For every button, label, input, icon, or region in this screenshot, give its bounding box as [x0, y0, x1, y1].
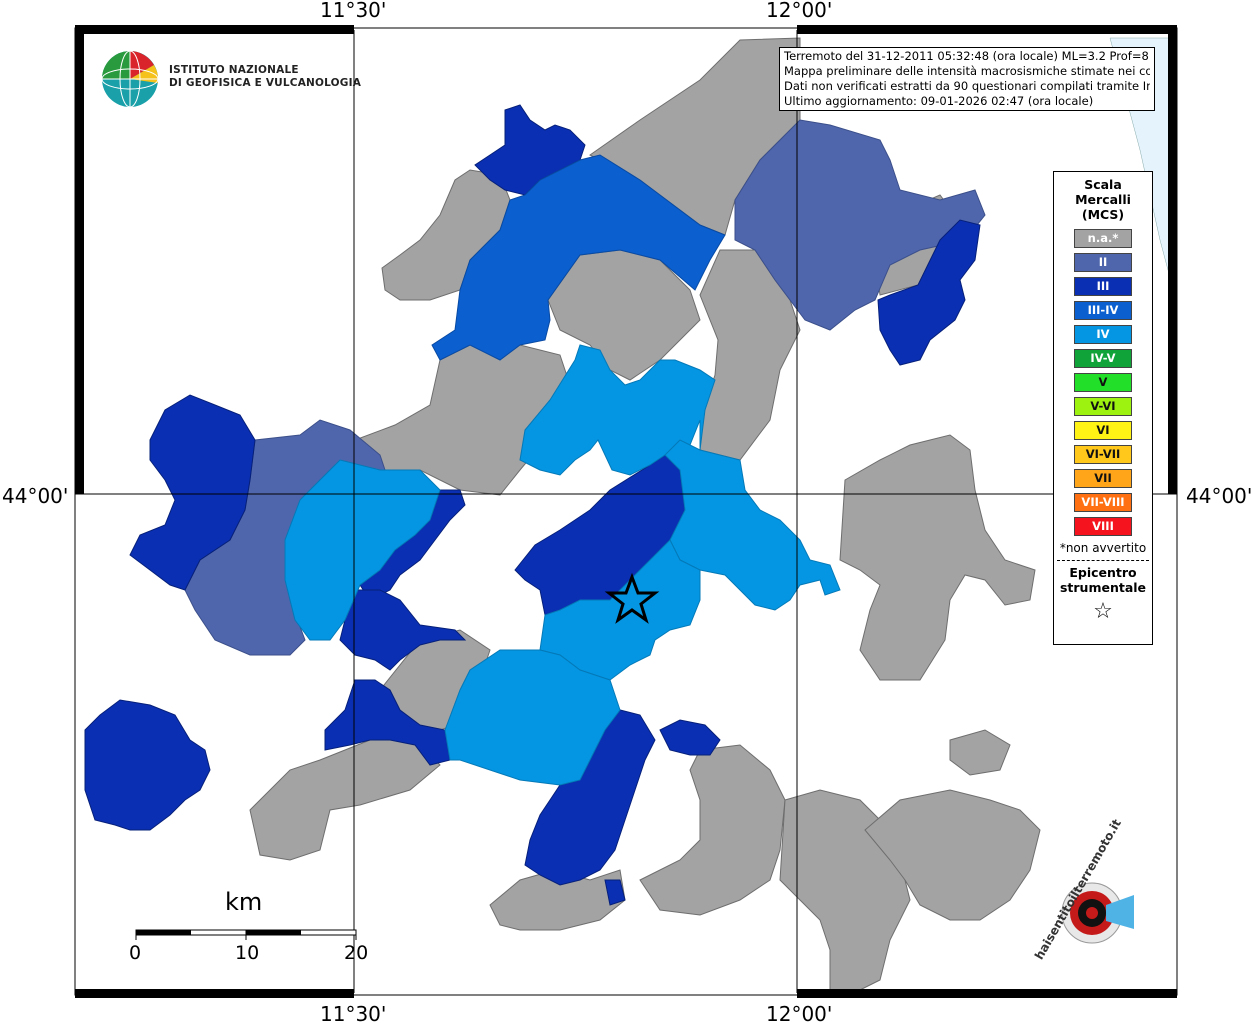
legend-items: n.a.* II III III-IV IV IV-V V V-VI VI VI-VII VII VI… — [1054, 229, 1152, 536]
epicenter-label-1: Epicentro — [1069, 565, 1137, 580]
legend-title-line-1: Scala — [1084, 177, 1122, 192]
ingv-logo — [101, 50, 159, 108]
institute-line-1: ISTITUTO NAZIONALE — [169, 64, 299, 76]
municipalities-iii-iv — [431, 154, 726, 361]
legend: Scala Mercalli (MCS) n.a.* II III III-IV IV I… — [1053, 171, 1153, 645]
lon-label-bottom-1200: 12°00' — [766, 1002, 833, 1026]
legend-title-line-3: (MCS) — [1081, 207, 1125, 222]
epicenter-legend-icon: ☆ — [1093, 599, 1113, 624]
event-info-box: Terremoto del 31-12-2011 05:32:48 (ora l… — [779, 47, 1155, 111]
lon-label-bottom-1130: 11°30' — [320, 1002, 387, 1026]
legend-swatch-iv: IV — [1074, 325, 1132, 344]
legend-note: *non avvertito — [1059, 541, 1147, 555]
lon-label-top-1130: 11°30' — [320, 0, 387, 22]
legend-title-line-2: Mercalli — [1075, 192, 1131, 207]
scale-unit: km — [225, 888, 263, 916]
lat-label-left: 44°00' — [2, 484, 69, 508]
graticule — [75, 30, 1177, 993]
legend-swatch-vii: VII — [1074, 469, 1132, 488]
scale-tick-10: 10 — [235, 942, 260, 964]
legend-separator — [1057, 560, 1149, 561]
legend-swatch-v: V — [1074, 373, 1132, 392]
legend-swatch-viii: VIII — [1074, 517, 1132, 536]
legend-swatch-iv-v: IV-V — [1074, 349, 1132, 368]
info-line-1: Terremoto del 31-12-2011 05:32:48 (ora l… — [784, 49, 1150, 63]
institute-line-2: DI GEOFISICA E VULCANOLOGIA — [169, 77, 362, 89]
lon-label-top-1200: 12°00' — [766, 0, 833, 22]
legend-swatch-iii: III — [1074, 277, 1132, 296]
epicenter-star — [604, 572, 660, 624]
frame-ticks — [75, 25, 1177, 998]
scale-tick-20: 20 — [344, 942, 369, 964]
legend-swatch-vi: VI — [1074, 421, 1132, 440]
legend-swatch-v-vi: V-VI — [1074, 397, 1132, 416]
lat-label-right: 44°00' — [1186, 484, 1253, 508]
legend-swatch-iii-iv: III-IV — [1074, 301, 1132, 320]
municipalities-iii — [84, 104, 981, 906]
legend-swatch-n-a: n.a.* — [1074, 229, 1132, 248]
legend-title: Scala Mercalli (MCS) — [1054, 177, 1152, 222]
legend-swatch-ii: II — [1074, 253, 1132, 272]
info-line-3: Dati non verificati estratti da 90 quest… — [784, 79, 1150, 93]
legend-swatch-vi-vii: VI-VII — [1074, 445, 1132, 464]
info-line-4: Ultimo aggiornamento: 09-01-2026 02:47 (… — [784, 94, 1094, 108]
scale-tick-0: 0 — [129, 942, 142, 964]
legend-swatch-vii-viii: VII-VIII — [1074, 493, 1132, 512]
info-line-2: Mappa preliminare delle intensità macros… — [784, 64, 1150, 78]
map-frame — [74, 27, 1178, 996]
institute-name: ISTITUTO NAZIONALE DI GEOFISICA E VULCAN… — [169, 64, 361, 90]
epicenter-label-2: strumentale — [1059, 580, 1147, 595]
scale-bar — [135, 929, 357, 940]
legend-epicenter: Epicentro strumentale — [1054, 565, 1152, 595]
site-logo — [1061, 882, 1134, 944]
